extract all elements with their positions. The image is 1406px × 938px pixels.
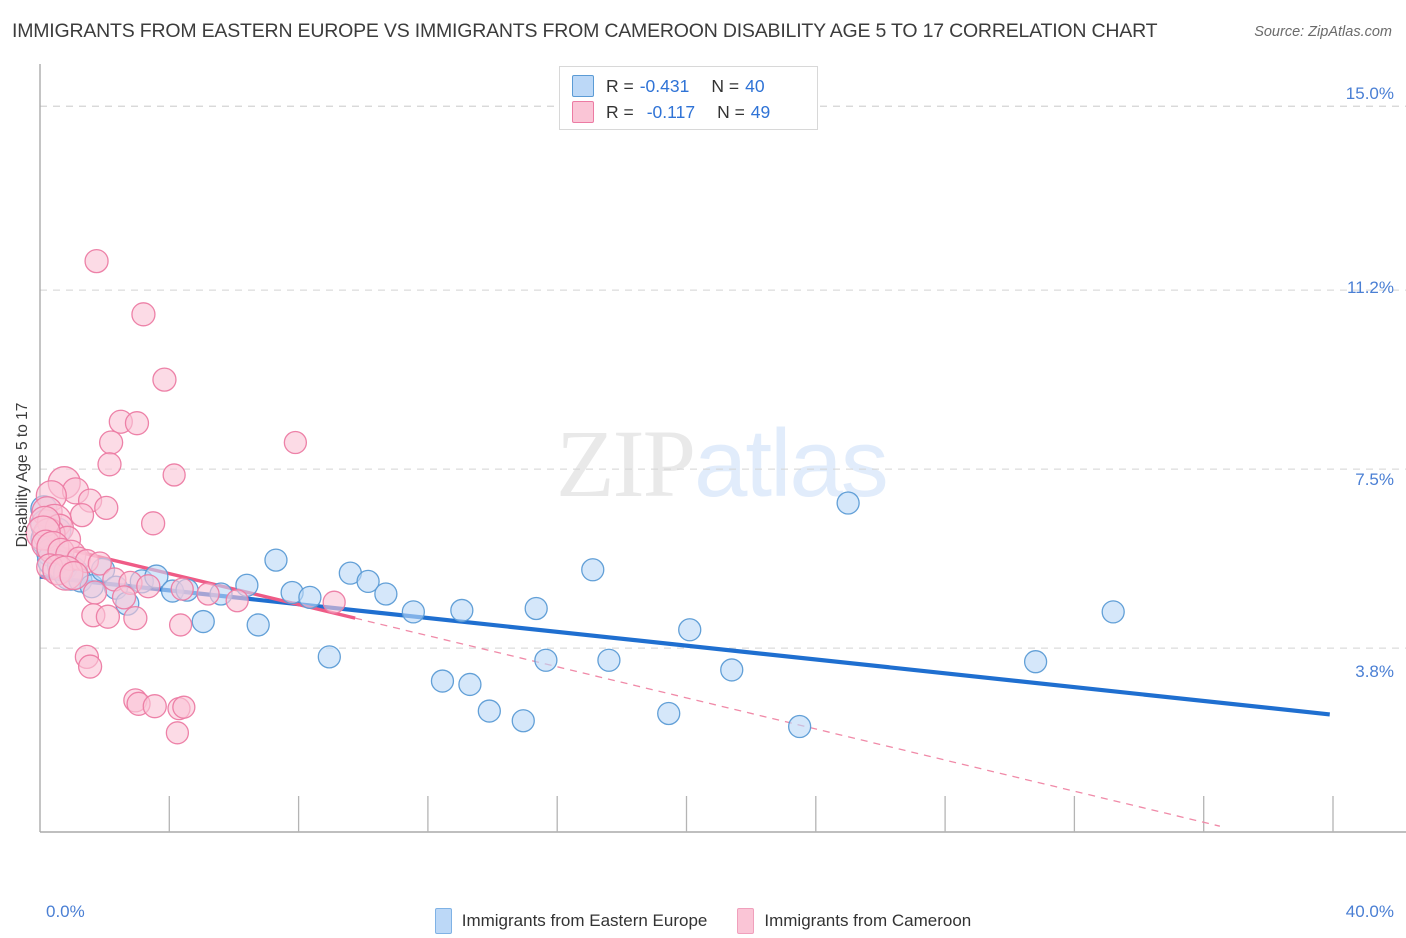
point-cameroon — [168, 613, 193, 637]
correlation-row-blue: R = -0.431 N = 40 — [572, 73, 765, 99]
correlation-swatch-blue — [572, 75, 594, 97]
plot-area: ZIPatlas Disability Age 5 to 17 15.0% 11… — [0, 56, 1406, 934]
point-eastern-europe — [458, 672, 482, 697]
point-eastern-europe — [374, 582, 398, 606]
legend-label-eastern-europe: Immigrants from Eastern Europe — [461, 911, 708, 930]
scatter-plot-svg — [25, 64, 1406, 833]
n-label-blue: N = — [711, 75, 740, 96]
point-cameroon — [283, 430, 308, 455]
point-cameroon — [322, 590, 346, 614]
legend-item-eastern-europe[interactable]: Immigrants from Eastern Europe — [434, 908, 708, 934]
point-cameroon — [82, 580, 108, 605]
point-eastern-europe — [264, 548, 288, 572]
point-eastern-europe — [657, 701, 681, 726]
point-cameroon — [87, 551, 112, 576]
point-eastern-europe — [356, 569, 380, 594]
source-label: Source: ZipAtlas.com — [1254, 24, 1392, 40]
point-eastern-europe — [430, 669, 455, 693]
point-eastern-europe — [317, 645, 341, 669]
r-label-pink: R = — [606, 101, 634, 122]
trendlines-group — [39, 541, 1330, 827]
point-eastern-europe — [787, 714, 812, 739]
point-eastern-europe — [836, 491, 860, 515]
point-eastern-europe — [477, 699, 501, 723]
point-cameroon — [94, 495, 119, 521]
trendline-eastern-europe — [39, 574, 1330, 717]
n-value-pink: 49 — [750, 101, 771, 122]
point-eastern-europe — [1023, 650, 1048, 674]
point-eastern-europe — [450, 598, 474, 623]
gridlines-group — [40, 105, 1406, 649]
point-cameroon — [170, 577, 194, 601]
y-axis-title: Disability Age 5 to 17 — [14, 402, 31, 548]
y-tick-label-15: 15.0% — [1345, 84, 1394, 103]
data-points-group — [25, 248, 1125, 745]
point-cameroon — [225, 589, 249, 613]
point-cameroon — [142, 694, 167, 719]
y-tick-label-112: 11.2% — [1347, 278, 1394, 297]
y-tick-label-38: 3.8% — [1355, 662, 1394, 681]
y-tick-label-75: 7.5% — [1355, 470, 1394, 489]
point-eastern-europe — [678, 618, 702, 642]
chart-header: IMMIGRANTS FROM EASTERN EUROPE VS IMMIGR… — [0, 0, 1406, 56]
point-cameroon — [69, 502, 95, 528]
point-cameroon — [131, 302, 156, 327]
point-cameroon — [162, 463, 186, 487]
point-cameroon — [172, 695, 196, 719]
point-cameroon — [124, 411, 150, 436]
page-title: IMMIGRANTS FROM EASTERN EUROPE VS IMMIGR… — [12, 20, 1158, 42]
series-legend: Immigrants from Eastern Europe Immigrant… — [0, 904, 1406, 938]
n-label-pink: N = — [717, 101, 745, 122]
point-eastern-europe — [191, 609, 215, 634]
point-cameroon — [84, 248, 109, 274]
point-cameroon — [140, 511, 166, 536]
point-cameroon — [123, 606, 148, 631]
point-eastern-europe — [298, 585, 322, 609]
point-eastern-europe — [597, 648, 621, 672]
point-cameroon — [59, 560, 89, 591]
point-eastern-europe — [534, 648, 558, 672]
legend-swatch-blue — [434, 908, 452, 934]
point-cameroon — [165, 721, 190, 745]
r-label-blue: R = — [606, 75, 634, 96]
legend-label-cameroon: Immigrants from Cameroon — [764, 911, 972, 930]
point-cameroon — [97, 452, 122, 477]
point-cameroon — [111, 585, 137, 610]
correlation-swatch-pink — [572, 101, 594, 123]
point-cameroon — [152, 367, 177, 392]
axis-group — [39, 64, 1406, 833]
point-cameroon — [136, 574, 161, 599]
correlation-row-pink: R = -0.117 N = 49 — [572, 99, 770, 125]
r-value-pink: -0.117 — [646, 101, 696, 122]
point-eastern-europe — [246, 613, 270, 637]
legend-item-cameroon[interactable]: Immigrants from Cameroon — [737, 908, 971, 934]
point-eastern-europe — [1101, 600, 1125, 624]
point-eastern-europe — [720, 658, 744, 682]
trendline-dashed-1 — [355, 617, 1221, 827]
point-eastern-europe — [401, 600, 426, 624]
point-cameroon — [98, 430, 124, 455]
r-value-blue: -0.431 — [639, 75, 690, 96]
legend-swatch-pink — [737, 908, 755, 934]
point-cameroon — [95, 604, 121, 629]
point-cameroon — [77, 654, 103, 679]
point-cameroon — [196, 582, 220, 606]
point-eastern-europe — [524, 596, 548, 621]
correlation-legend-box: R = -0.431 N = 40 R = -0.117 N = 49 — [559, 66, 818, 130]
point-eastern-europe — [581, 558, 605, 582]
point-eastern-europe — [511, 709, 535, 733]
n-value-blue: 40 — [745, 75, 765, 96]
